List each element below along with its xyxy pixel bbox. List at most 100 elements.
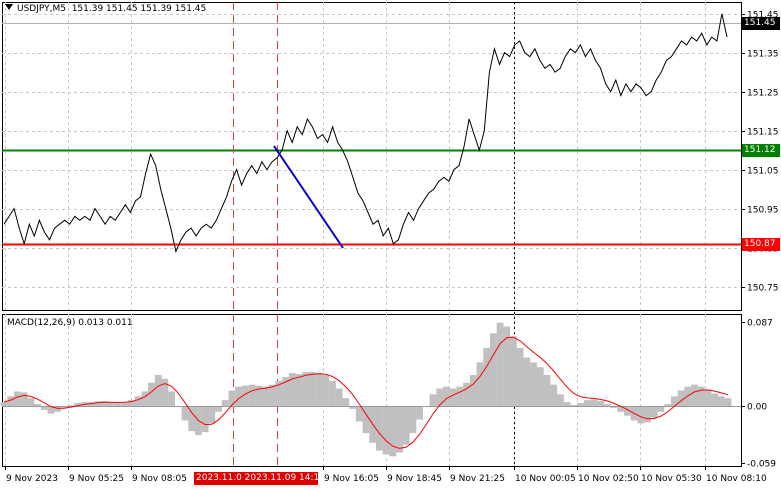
price-tick-label: 151.45 — [747, 11, 779, 21]
macd-histogram — [0, 322, 741, 457]
symbol-label: USDJPY,M5 — [17, 4, 66, 14]
price-tick-label: 151.25 — [747, 89, 779, 99]
macd-histogram-bar — [141, 391, 149, 406]
macd-title: MACD(12,26,9) 0.013 0.011 — [7, 318, 133, 328]
macd-histogram-bar — [443, 386, 450, 406]
macd-histogram-bar — [349, 405, 356, 409]
macd-histogram-bar — [624, 405, 631, 416]
macd-histogram-bar — [376, 405, 383, 451]
axes: 151.45 151.35 151.25 151.15 151.05 150.95 150.… — [5, 11, 779, 484]
macd-histogram-bar — [711, 393, 718, 406]
macd-histogram-bar — [295, 374, 303, 406]
macd-tick-label: -0.059 — [747, 460, 776, 470]
macd-histogram-bar — [516, 347, 524, 406]
time-tick-label: 10 Nov 00:05 — [515, 474, 576, 484]
macd-histogram-bar — [148, 382, 155, 406]
macd-histogram-bar — [47, 405, 55, 414]
triangle-down-icon — [5, 4, 13, 10]
macd-histogram-bar — [221, 400, 229, 406]
time-tick-label: 9 Nov 18:45 — [387, 474, 442, 484]
macd-histogram-bar — [241, 385, 249, 406]
macd-histogram-bar — [282, 376, 289, 406]
macd-histogram-bar — [677, 390, 685, 406]
macd-histogram-bar — [288, 373, 296, 406]
macd-histogram-bar — [134, 396, 142, 406]
macd-histogram-bar — [0, 402, 8, 406]
macd-histogram-bar — [14, 391, 21, 406]
macd-histogram-bar — [691, 384, 698, 406]
macd-histogram-bar — [342, 398, 350, 406]
macd-histogram-bar — [583, 400, 591, 406]
chart-title: USDJPY,M5 151.39 151.45 151.39 151.45 — [5, 4, 206, 15]
price-tick-label: 151.05 — [747, 167, 779, 177]
macd-histogram-bar — [644, 405, 651, 423]
time-tick-label: 9 Nov 2023 — [6, 474, 58, 484]
level-lines — [2, 23, 741, 246]
macd-histogram-bar — [503, 326, 511, 406]
macd-histogram-bar — [396, 405, 403, 453]
price-tick-label: 151.35 — [747, 50, 779, 60]
macd-histogram-bar — [208, 405, 216, 424]
macd-histogram-bar — [154, 374, 162, 406]
price-line — [3, 13, 728, 254]
macd-histogram-bar — [416, 405, 424, 420]
macd-histogram-bar — [255, 385, 263, 406]
macd-tick-label: 0.087 — [747, 319, 773, 329]
macd-histogram-bar — [717, 396, 725, 406]
macd-histogram-bar — [637, 405, 645, 424]
macd-histogram-bar — [215, 405, 222, 412]
time-tick-label: 9 Nov 05:25 — [69, 474, 124, 484]
macd-histogram-bar — [355, 405, 363, 422]
macd-histogram-bar — [107, 402, 115, 406]
macd-histogram-bar — [322, 374, 330, 406]
crosshair-time-label: 2023.11.0 2023.11.09 14:10 — [194, 472, 325, 485]
macd-histogram-bar — [657, 405, 665, 412]
resistance-price-label: 151.12 — [742, 144, 780, 157]
macd-histogram-bar — [114, 403, 122, 406]
chart-frame — [2, 2, 742, 467]
trend-line — [273, 145, 344, 249]
macd-histogram-bar — [603, 404, 611, 406]
macd-histogram-bar — [536, 367, 544, 406]
macd-histogram-bar — [382, 405, 390, 455]
price-tick-label: 150.75 — [747, 284, 779, 294]
macd-histogram-bar — [449, 388, 457, 406]
macd-histogram-bar — [496, 322, 504, 406]
macd-histogram-bar — [650, 405, 658, 418]
series — [3, 13, 729, 449]
macd-histogram-bar — [308, 372, 316, 406]
macd-histogram-bar — [329, 380, 336, 406]
macd-histogram-bar — [168, 391, 175, 406]
macd-histogram-bar — [469, 374, 477, 406]
macd-tick-label: 0.00 — [747, 403, 767, 413]
macd-histogram-bar — [335, 388, 343, 406]
time-tick-label: 9 Nov 21:25 — [450, 474, 505, 484]
macd-histogram-bar — [101, 401, 108, 406]
macd-histogram-bar — [510, 336, 517, 406]
time-tick-label: 9 Nov 08:05 — [132, 474, 187, 484]
macd-histogram-bar — [724, 398, 732, 406]
macd-histogram-bar — [262, 386, 269, 406]
macd-histogram-bar — [670, 396, 678, 406]
macd-histogram-bar — [570, 405, 578, 406]
macd-histogram-bar — [590, 399, 598, 406]
macd-histogram-bar — [597, 401, 605, 406]
macd-histogram-bar — [617, 405, 625, 412]
macd-histogram-bar — [201, 405, 209, 433]
macd-histogram-bar — [550, 384, 558, 406]
macd-histogram-bar — [302, 372, 310, 406]
macd-histogram-bar — [483, 347, 491, 406]
macd-histogram-bar — [697, 386, 705, 406]
macd-histogram-bar — [362, 405, 370, 434]
macd-panel-border — [2, 314, 742, 467]
time-tick-label: 10 Nov 02:50 — [578, 474, 639, 484]
macd-histogram-bar — [228, 390, 236, 406]
macd-histogram-bar — [34, 404, 41, 406]
support-price-label: 150.87 — [742, 238, 780, 251]
macd-histogram-bar — [429, 394, 437, 406]
macd-histogram-bar — [557, 394, 564, 406]
price-tick-label: 150.95 — [747, 206, 779, 216]
macd-signal-line — [3, 336, 729, 449]
macd-histogram-bar — [577, 403, 584, 406]
